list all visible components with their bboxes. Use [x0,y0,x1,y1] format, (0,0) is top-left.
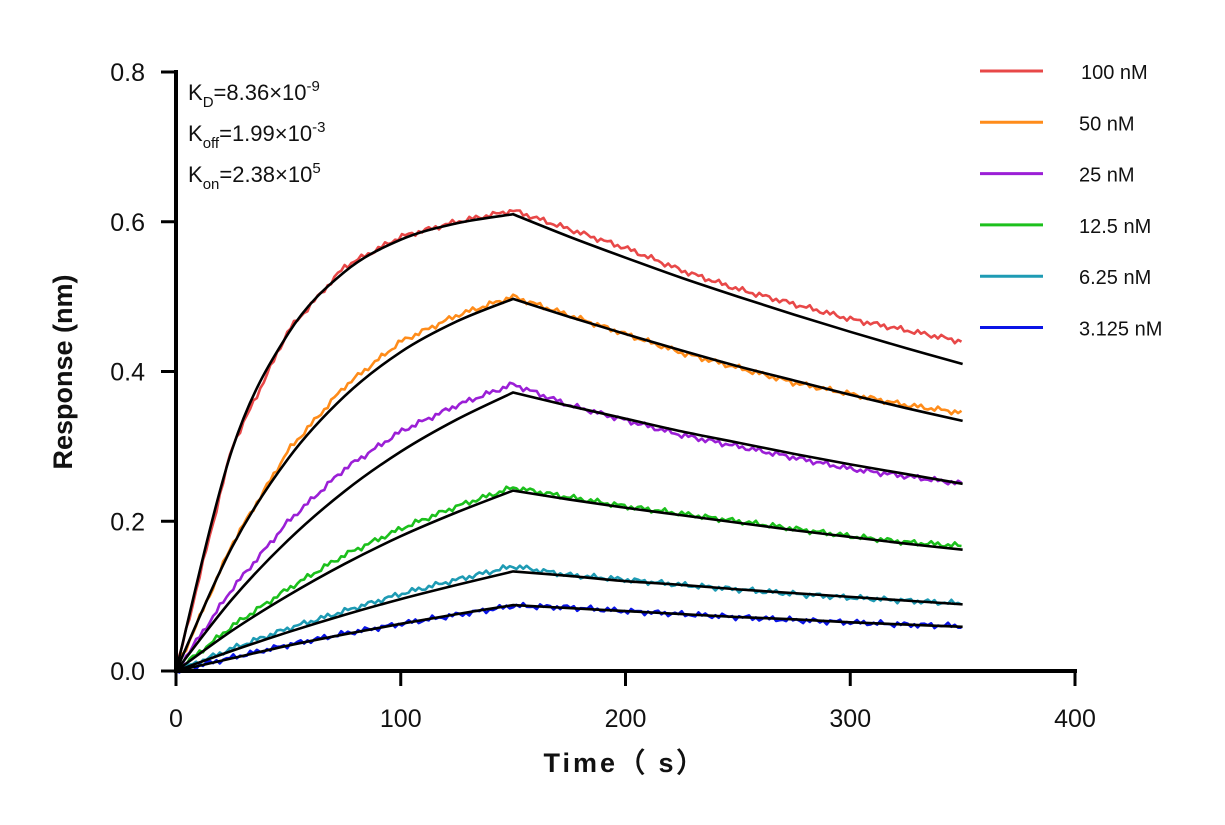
y-tick-label: 0.8 [110,59,145,87]
y-tick-label: 0.4 [110,359,145,387]
x-tick-label: 200 [605,705,647,733]
legend-label: 25 nM [1079,165,1135,187]
legend-label: 100 nM [1081,62,1148,84]
fit-curve-50-nM [174,297,963,672]
y-axis-label: Response (nm) [48,274,78,469]
y-tick-label: 0.6 [110,209,145,237]
plot-area [174,209,963,674]
y-tick-label: 0.0 [110,658,145,686]
kinetic-constant-D: KD=8.36×10-9 [188,78,320,111]
kinetic-constant-off: Koff=1.99×10-3 [188,119,325,152]
fit-curve-12.5-nM [175,489,963,673]
measured-trace-3.125-nM [175,601,962,674]
legend-label: 50 nM [1079,113,1135,135]
x-tick-label: 300 [829,705,871,733]
fit-curve-25-nM [174,391,963,672]
legend: 100 nM 50 nM 25 nM 12.5 nM 6.25 nM 3.125 nM [980,62,1162,341]
measured-trace-6.25-nM [175,564,963,674]
kinetic-constants: KD=8.36×10-9 Koff=1.99×10-3 Kon=2.38×105 [188,78,325,193]
x-tick-label: 400 [1054,705,1096,733]
fit-curve-100-nM [174,212,963,672]
fit-curve-3.125-nM [175,603,963,673]
measured-trace-100-nM [174,209,963,672]
x-ticks: 0 100 200 300 400 [169,671,1096,733]
y-tick-label: 0.2 [110,508,145,536]
y-ticks: 0.0 0.2 0.4 0.6 0.8 [110,59,176,686]
legend-label: 3.125 nM [1079,319,1162,341]
legend-label: 12.5 nM [1079,216,1151,238]
fit-curve-6.25-nM [175,570,963,673]
x-tick-label: 100 [380,705,422,733]
measured-trace-50-nM [174,293,963,671]
kinetic-constant-on: Kon=2.38×105 [188,160,321,193]
x-tick-label: 0 [169,705,183,733]
legend-label: 6.25 nM [1079,267,1151,289]
x-axis-label: Time（ s） [543,748,706,778]
